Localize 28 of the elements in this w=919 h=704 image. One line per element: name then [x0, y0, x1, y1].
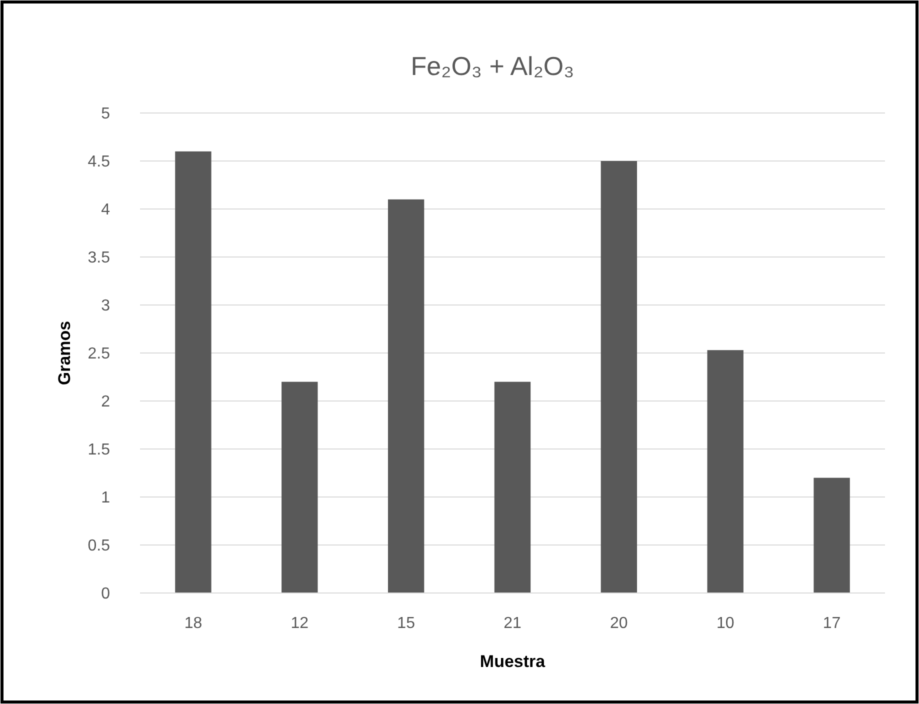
x-tick-label: 17 [822, 615, 841, 632]
x-axis-title: Muestra [480, 652, 546, 671]
bar [175, 151, 212, 593]
bar [494, 382, 531, 593]
y-tick-label: 3 [101, 298, 110, 315]
y-tick-label: 5 [101, 106, 110, 123]
x-tick-label: 21 [504, 615, 522, 632]
y-tick-label: 4.5 [88, 154, 110, 171]
y-tick-label: 0 [101, 586, 110, 603]
x-tick-label: 15 [397, 615, 416, 632]
y-tick-label: 2.5 [88, 346, 110, 363]
bar [707, 350, 744, 593]
x-tick-label: 10 [716, 615, 734, 632]
bar [388, 199, 424, 593]
chart-title: Fe₂O₃ + Al₂O₃ [410, 51, 574, 81]
y-tick-label: 4 [101, 202, 110, 219]
x-tick-label: 18 [184, 615, 202, 632]
x-tick-label: 20 [610, 615, 628, 632]
y-axis-title: Gramos [55, 320, 74, 386]
y-tick-label: 3.5 [88, 250, 110, 267]
y-tick-label: 0.5 [88, 538, 110, 555]
bar [282, 382, 318, 593]
y-tick-label: 1.5 [88, 442, 110, 459]
bar [600, 161, 638, 593]
y-tick-label: 2 [101, 394, 110, 411]
y-tick-label: 1 [101, 490, 110, 507]
bar [814, 478, 850, 593]
x-tick-label: 12 [290, 615, 309, 632]
